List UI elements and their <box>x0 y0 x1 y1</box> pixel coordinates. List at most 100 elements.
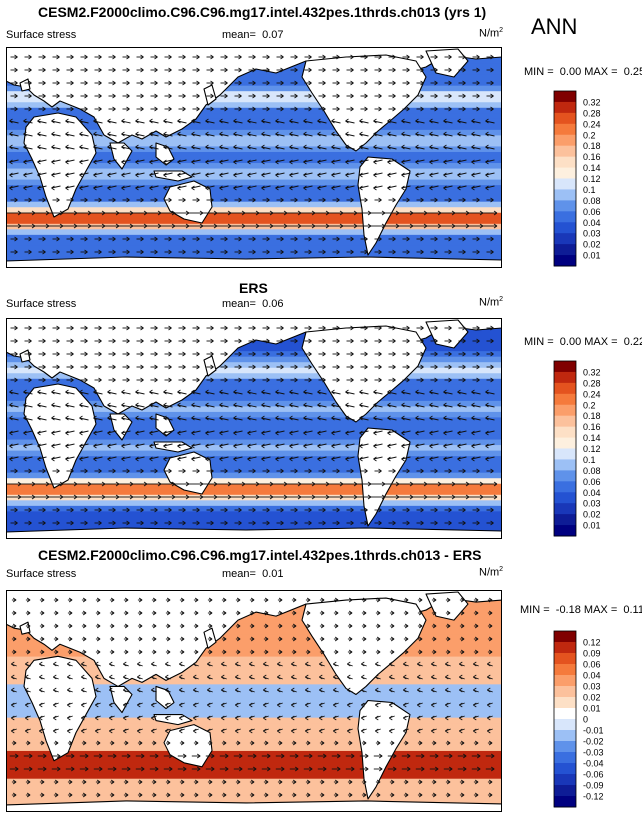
stress-field-band <box>6 422 502 430</box>
panel-3-units-sup: 2 <box>499 566 504 573</box>
colorbar-swatch <box>554 503 576 515</box>
colorbar-swatch <box>554 774 576 786</box>
stress-field-band <box>6 69 502 76</box>
colorbar-swatch <box>554 664 576 676</box>
colorbar-swatch <box>554 200 576 212</box>
colorbar-tick-label: 0.24 <box>583 119 601 129</box>
stress-field-band <box>6 684 502 691</box>
panel-1-units: N/m2 <box>479 27 503 40</box>
panel-1-mean-value: 0.07 <box>262 29 284 41</box>
stress-field-band <box>6 113 502 120</box>
panel-3-mean: mean= 0.01 <box>222 568 284 580</box>
continent-outline <box>19 349 217 377</box>
stress-field-band <box>6 522 502 529</box>
stress-field-band <box>6 461 502 468</box>
stress-field-band <box>6 179 502 186</box>
colorbar-swatch <box>554 156 576 169</box>
panel-3-minmax: MIN = -0.18 MAX = 0.11 <box>520 604 642 616</box>
colorbar-swatch <box>554 145 576 158</box>
colorbar-tick-label: 0.18 <box>583 141 601 151</box>
stress-field-band <box>6 745 502 752</box>
colorbar-tick-label: 0.04 <box>583 671 601 681</box>
stress-field-band <box>6 389 502 396</box>
stress-field-band <box>6 373 502 380</box>
stress-vectors <box>9 597 495 798</box>
panel-3-max-label: MAX = <box>583 604 618 616</box>
colorbar-tick-label: 0.16 <box>583 422 601 432</box>
panel-3-colorbar: 0.120.090.060.040.030.020.010-0.01-0.02-… <box>553 630 604 808</box>
panel-1-mean-label: mean= <box>222 29 256 41</box>
stress-field-band <box>6 340 502 347</box>
colorbar-swatch <box>554 481 576 493</box>
stress-field-band <box>6 251 502 258</box>
colorbar-tick-label: 0.12 <box>583 638 601 648</box>
stress-field-band <box>6 367 502 374</box>
continent-outline <box>357 427 411 527</box>
colorbar-swatch <box>554 255 576 267</box>
panel-3-variable-label: Surface stress <box>6 568 77 580</box>
panel-1-units-text: N/m <box>479 27 500 40</box>
colorbar-swatch <box>554 796 576 808</box>
colorbar-tick-label: 0.12 <box>583 444 601 454</box>
colorbar-swatch <box>554 112 576 125</box>
stress-field-band <box>6 163 502 170</box>
panel-1-minmax: MIN = 0.00 MAX = 0.25 <box>524 66 642 78</box>
colorbar-tick-label: 0.1 <box>583 185 596 195</box>
panel-3-min-value: -0.18 <box>555 604 581 616</box>
stress-field-band <box>6 678 502 685</box>
continent-outline <box>19 621 217 649</box>
panel-2-max-value: 0.22 <box>623 336 642 348</box>
stress-field-band <box>6 516 502 524</box>
panel-3-max-value: 0.11 <box>623 604 642 616</box>
stress-field-band <box>6 384 502 391</box>
colorbar-tick-label: 0.03 <box>583 229 601 239</box>
stress-field-band <box>6 795 502 802</box>
panel-2-min-value: 0.00 <box>559 336 582 348</box>
panel-2-minmax: MIN = 0.00 MAX = 0.22 <box>524 336 642 348</box>
colorbar-swatch <box>554 719 576 731</box>
colorbar-swatch <box>554 785 576 797</box>
panel-1-min-value: 0.00 <box>559 66 582 78</box>
stress-field-band <box>6 395 502 402</box>
colorbar-swatch <box>554 730 576 742</box>
stress-field-band <box>6 673 502 680</box>
colorbar-swatch <box>554 459 576 471</box>
colorbar-swatch <box>554 404 576 417</box>
stress-field-band <box>6 762 502 769</box>
colorbar-swatch <box>554 697 576 709</box>
stress-field-band <box>6 483 502 490</box>
continent-outline <box>6 800 502 812</box>
stress-field-band <box>6 634 502 641</box>
stress-field-band <box>6 190 502 197</box>
season-label: ANN <box>531 14 578 39</box>
continent-outline <box>425 591 469 621</box>
colorbar-tick-label: -0.03 <box>583 748 604 758</box>
panel-1-min-label: MIN = <box>524 66 554 78</box>
stress-field-band <box>6 146 502 153</box>
colorbar-swatch <box>554 233 576 245</box>
colorbar-swatch <box>554 686 576 698</box>
colorbar-tick-label: 0.06 <box>583 660 601 670</box>
stress-field-band <box>6 723 502 730</box>
colorbar-tick-label: 0.01 <box>583 521 601 531</box>
continent-outline <box>19 78 217 106</box>
colorbar-tick-label: 0.02 <box>583 693 601 703</box>
continent-outline <box>23 383 97 489</box>
colorbar-swatch <box>554 752 576 764</box>
stress-field-band <box>6 212 502 219</box>
stress-vectors <box>7 325 498 526</box>
stress-field-band <box>6 511 502 518</box>
panel-1-max-label: MAX = <box>584 66 618 78</box>
colorbar-swatch <box>554 222 576 234</box>
panel-2-mean-value: 0.06 <box>262 298 284 310</box>
continent-outline <box>23 655 97 762</box>
colorbar-swatch <box>554 708 576 720</box>
colorbar-tick-label: -0.02 <box>583 737 604 747</box>
colorbar-swatch <box>554 653 576 665</box>
panel-2-colorbar: 0.320.280.240.20.180.160.140.120.10.080.… <box>553 360 601 537</box>
stress-field-band <box>6 417 502 424</box>
colorbar-tick-label: 0.08 <box>583 196 601 206</box>
stress-field-band <box>6 85 502 92</box>
panel-1-units-sup: 2 <box>499 27 504 34</box>
colorbar-swatch <box>554 426 576 439</box>
